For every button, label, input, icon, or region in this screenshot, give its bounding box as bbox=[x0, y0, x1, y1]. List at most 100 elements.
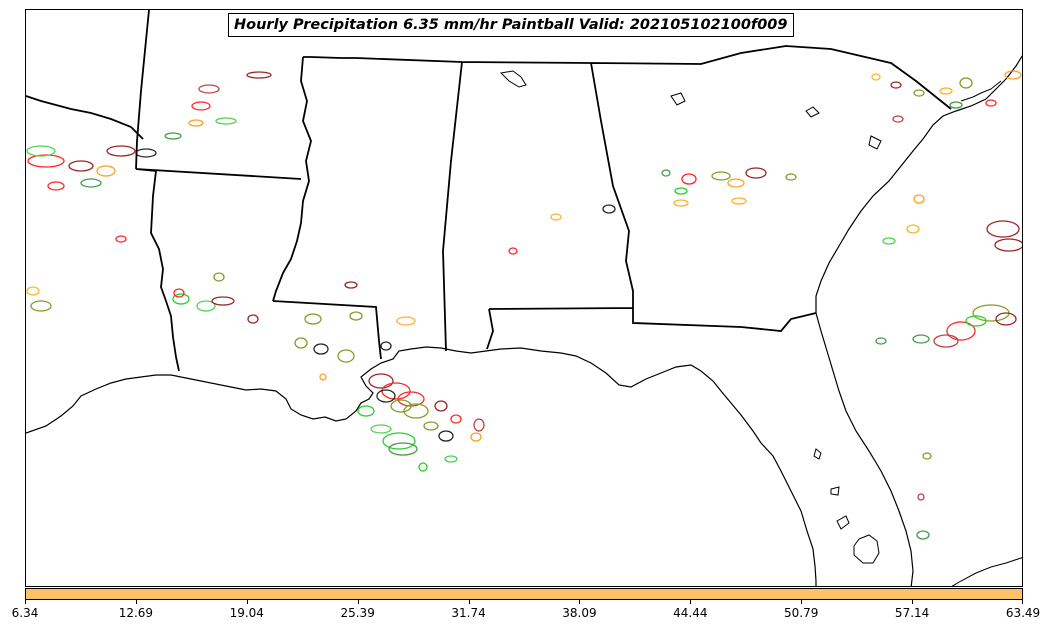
colorbar-tick bbox=[247, 600, 248, 604]
colorbar-tick-label: 63.49 bbox=[1005, 606, 1041, 620]
precip-blob bbox=[965, 315, 987, 327]
precip-blob bbox=[247, 314, 259, 324]
colorbar-tick-label: 19.04 bbox=[229, 606, 264, 620]
precip-blob bbox=[96, 165, 116, 177]
precip-blob bbox=[890, 81, 902, 89]
precip-blob bbox=[337, 349, 355, 363]
colorbar-tick-label: 38.09 bbox=[562, 606, 597, 620]
precip-blob bbox=[294, 337, 308, 349]
precip-blob bbox=[215, 117, 237, 125]
precip-blob bbox=[349, 311, 363, 321]
precip-blob bbox=[995, 312, 1017, 326]
precip-blob bbox=[173, 288, 185, 298]
precip-blob bbox=[213, 272, 225, 282]
precip-blob bbox=[26, 145, 56, 157]
ark-tx-border bbox=[26, 95, 144, 140]
colorbar bbox=[25, 588, 1023, 600]
colorbar-tick-label: 44.44 bbox=[673, 606, 708, 620]
precipitation-paintball-layer bbox=[26, 70, 1022, 540]
precip-blob bbox=[444, 455, 458, 463]
precip-blob bbox=[550, 213, 562, 221]
precip-blob bbox=[731, 197, 747, 205]
map-canvas bbox=[26, 10, 1022, 586]
precip-blob bbox=[892, 115, 904, 123]
precip-blob bbox=[994, 238, 1022, 252]
pamlico-sound-outline bbox=[805, 80, 1002, 150]
precip-blob bbox=[188, 119, 204, 127]
precip-blob bbox=[388, 442, 418, 456]
precip-blob bbox=[115, 235, 127, 243]
colorbar-tick-label: 31.74 bbox=[451, 606, 486, 620]
precip-blob bbox=[80, 178, 102, 188]
colorbar-tick bbox=[136, 600, 137, 604]
precip-blob bbox=[370, 424, 392, 434]
precip-blob bbox=[304, 313, 322, 325]
gulf-coastline bbox=[26, 346, 817, 586]
precip-blob bbox=[602, 204, 616, 214]
colorbar-tick bbox=[1022, 600, 1023, 604]
precip-blob bbox=[946, 321, 976, 341]
precip-blob bbox=[68, 160, 94, 172]
precip-blob bbox=[785, 173, 797, 181]
precip-blob bbox=[939, 87, 953, 95]
precip-blob bbox=[916, 530, 930, 540]
precip-blob bbox=[1004, 70, 1022, 80]
precip-blob bbox=[382, 432, 416, 450]
colorbar-tick bbox=[358, 600, 359, 604]
precip-blob bbox=[711, 171, 731, 181]
precip-blob bbox=[172, 293, 190, 305]
precip-blob bbox=[344, 281, 358, 289]
precip-blob bbox=[871, 73, 881, 81]
precip-blob bbox=[450, 414, 462, 424]
precip-blob bbox=[313, 343, 329, 355]
precip-blob bbox=[959, 77, 973, 89]
precip-blob bbox=[164, 132, 182, 140]
colorbar-tick-label: 6.34 bbox=[11, 606, 39, 620]
precip-blob bbox=[106, 145, 136, 157]
precip-blob bbox=[368, 373, 394, 389]
precip-blob bbox=[917, 493, 925, 501]
precip-blob bbox=[246, 71, 272, 79]
colorbar-tick-label: 50.79 bbox=[784, 606, 819, 620]
precip-blob bbox=[875, 337, 887, 345]
precip-blob bbox=[196, 300, 216, 312]
precip-blob bbox=[418, 462, 428, 472]
precip-blob bbox=[661, 169, 671, 177]
precip-blob bbox=[913, 89, 925, 97]
precip-blob bbox=[882, 237, 896, 245]
precip-blob bbox=[396, 316, 416, 326]
colorbar-tick-label: 12.69 bbox=[118, 606, 154, 620]
precip-blob bbox=[135, 148, 157, 158]
map-panel bbox=[25, 9, 1023, 587]
precip-blob bbox=[381, 382, 411, 400]
precip-blob bbox=[673, 199, 689, 207]
precip-blob bbox=[47, 181, 65, 191]
precip-blob bbox=[674, 187, 688, 195]
precip-blob bbox=[30, 300, 52, 312]
plot-title: Hourly Precipitation 6.35 mm/hr Paintbal… bbox=[228, 13, 794, 37]
keys-outline bbox=[951, 557, 1022, 586]
precip-blob bbox=[473, 418, 485, 432]
precip-blob bbox=[357, 405, 375, 417]
precip-blob bbox=[906, 224, 920, 234]
precip-blob bbox=[912, 334, 930, 344]
atlantic-coastline bbox=[815, 55, 1022, 586]
precip-blob bbox=[745, 167, 767, 179]
precip-blob bbox=[390, 399, 412, 413]
precip-blob bbox=[211, 296, 235, 306]
precip-blob bbox=[434, 400, 448, 412]
precip-blob bbox=[380, 341, 392, 351]
colorbar-tick-label: 25.39 bbox=[340, 606, 375, 620]
precip-blob bbox=[470, 432, 482, 442]
colorbar-tick bbox=[690, 600, 691, 604]
colorbar-tick bbox=[912, 600, 913, 604]
colorbar-tick bbox=[469, 600, 470, 604]
precip-blob bbox=[376, 389, 396, 403]
precip-blob bbox=[26, 286, 40, 296]
precip-blob bbox=[191, 101, 211, 111]
precip-blob bbox=[198, 84, 220, 94]
precip-blob bbox=[933, 334, 959, 348]
precip-blob bbox=[727, 178, 745, 188]
colorbar-tick bbox=[801, 600, 802, 604]
precip-blob bbox=[949, 101, 963, 109]
